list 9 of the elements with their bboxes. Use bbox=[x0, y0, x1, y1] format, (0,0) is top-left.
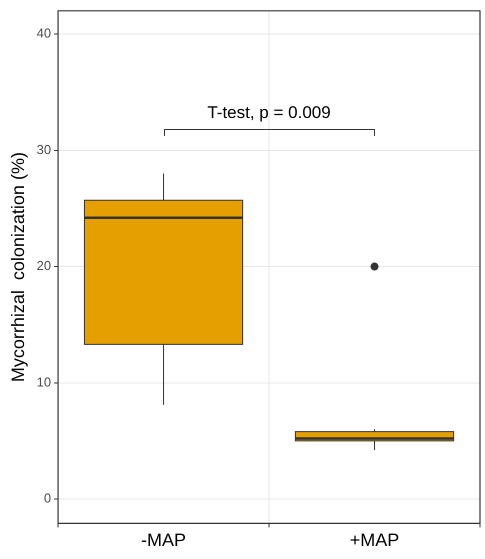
y-tick-label: 30 bbox=[36, 142, 52, 157]
y-tick-label: 40 bbox=[36, 26, 52, 41]
y-tick-label: 0 bbox=[44, 490, 52, 506]
annotation: T-test, p = 0.009 bbox=[207, 102, 331, 123]
y-tick-label: 10 bbox=[36, 374, 52, 390]
y-tick-label: 20 bbox=[36, 258, 52, 274]
x-tick-label: -MAP bbox=[141, 530, 186, 550]
x-tick-label: +MAP bbox=[350, 530, 400, 550]
y-axis-title: Mycorrhizal colonization (%) bbox=[8, 152, 28, 382]
